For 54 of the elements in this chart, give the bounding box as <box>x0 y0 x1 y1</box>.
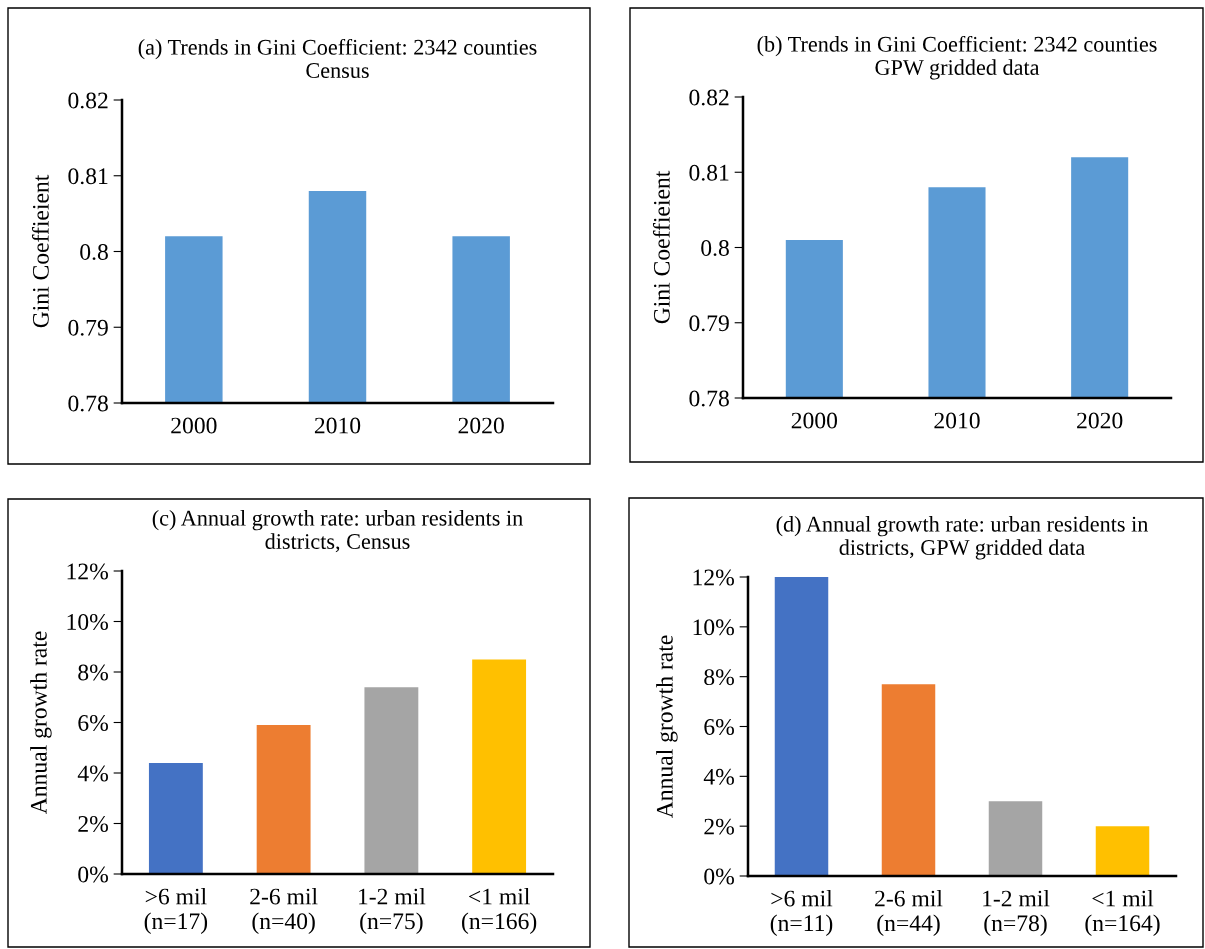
y-tick-label: 10% <box>693 619 734 636</box>
y-tick-label: 0.82 <box>68 92 108 109</box>
y-tick-label: 12% <box>67 563 108 580</box>
bar <box>148 762 203 874</box>
y-tick-label: 4% <box>703 768 734 785</box>
x-tick-label: <1 mil (n=166) <box>462 887 537 934</box>
bar <box>364 687 419 874</box>
x-tick-label: 2020 <box>1077 412 1123 429</box>
y-tick-label: 4% <box>77 765 108 782</box>
chart-title: (b) Trends in Gini Coefficient: 2342 counties GPW gridded data <box>757 35 1157 80</box>
x-tick-label: 2000 <box>171 417 217 434</box>
bar <box>1095 826 1150 876</box>
y-tick-label: 0.81 <box>689 164 729 181</box>
x-tick-label: 2010 <box>314 417 361 434</box>
y-tick-label: 0.79 <box>689 315 729 332</box>
chart-title: (c) Annual growth rate: urban residents in districts, Census <box>152 510 523 553</box>
chart-title: (d) Annual growth rate: urban residents in districts, GPW gridded data <box>776 516 1149 560</box>
bar <box>988 801 1043 876</box>
x-tick-label: 1-2 mil (n=75) <box>359 887 426 934</box>
x-tick-label: 2-6 mil (n=40) <box>250 887 318 934</box>
bar <box>774 577 829 876</box>
y-tick-label: 0% <box>78 866 108 883</box>
x-tick-label: 2000 <box>791 412 838 429</box>
x-tick-label: <1 mil (n=164) <box>1085 889 1160 936</box>
y-tick-label: 8% <box>704 669 734 686</box>
y-tick-label: 0.78 <box>689 390 729 407</box>
y-axis-title: Gini Coeffieient <box>31 174 49 328</box>
x-tick-label: >6 mil (n=17) <box>144 887 208 934</box>
y-axis-title: Gini Coeffieient <box>652 170 670 324</box>
y-tick-label: 10% <box>67 613 108 630</box>
y-tick-label: 2% <box>704 818 734 835</box>
bar <box>472 659 527 874</box>
chart-title: (a) Trends in Gini Coefficient: 2342 counties Census <box>138 38 537 78</box>
y-tick-label: 6% <box>78 714 108 731</box>
y-tick-label: 0.78 <box>68 395 108 412</box>
x-tick-label: >6 mil (n=11) <box>770 889 833 936</box>
y-tick-label: 0% <box>704 868 734 885</box>
bar <box>256 725 311 874</box>
x-tick-label: 2010 <box>934 412 980 429</box>
x-tick-label: 2020 <box>458 417 504 434</box>
y-tick-label: 12% <box>693 569 734 586</box>
y-axis-title: Annual growth rate <box>30 631 52 815</box>
y-tick-label: 8% <box>78 664 108 681</box>
y-tick-label: 6% <box>704 718 734 735</box>
y-tick-label: 0.82 <box>689 89 729 106</box>
x-tick-label: 1-2 mil (n=78) <box>983 889 1050 936</box>
y-tick-label: 0.79 <box>68 319 108 336</box>
y-tick-label: 0.8 <box>80 243 108 261</box>
y-tick-label: 0.8 <box>701 239 729 257</box>
y-tick-label: 0.81 <box>68 168 108 185</box>
y-tick-label: 2% <box>78 815 108 832</box>
x-tick-label: 2-6 mil (n=44) <box>875 889 943 936</box>
bar <box>881 684 936 876</box>
y-axis-title: Annual growth rate <box>656 635 678 819</box>
